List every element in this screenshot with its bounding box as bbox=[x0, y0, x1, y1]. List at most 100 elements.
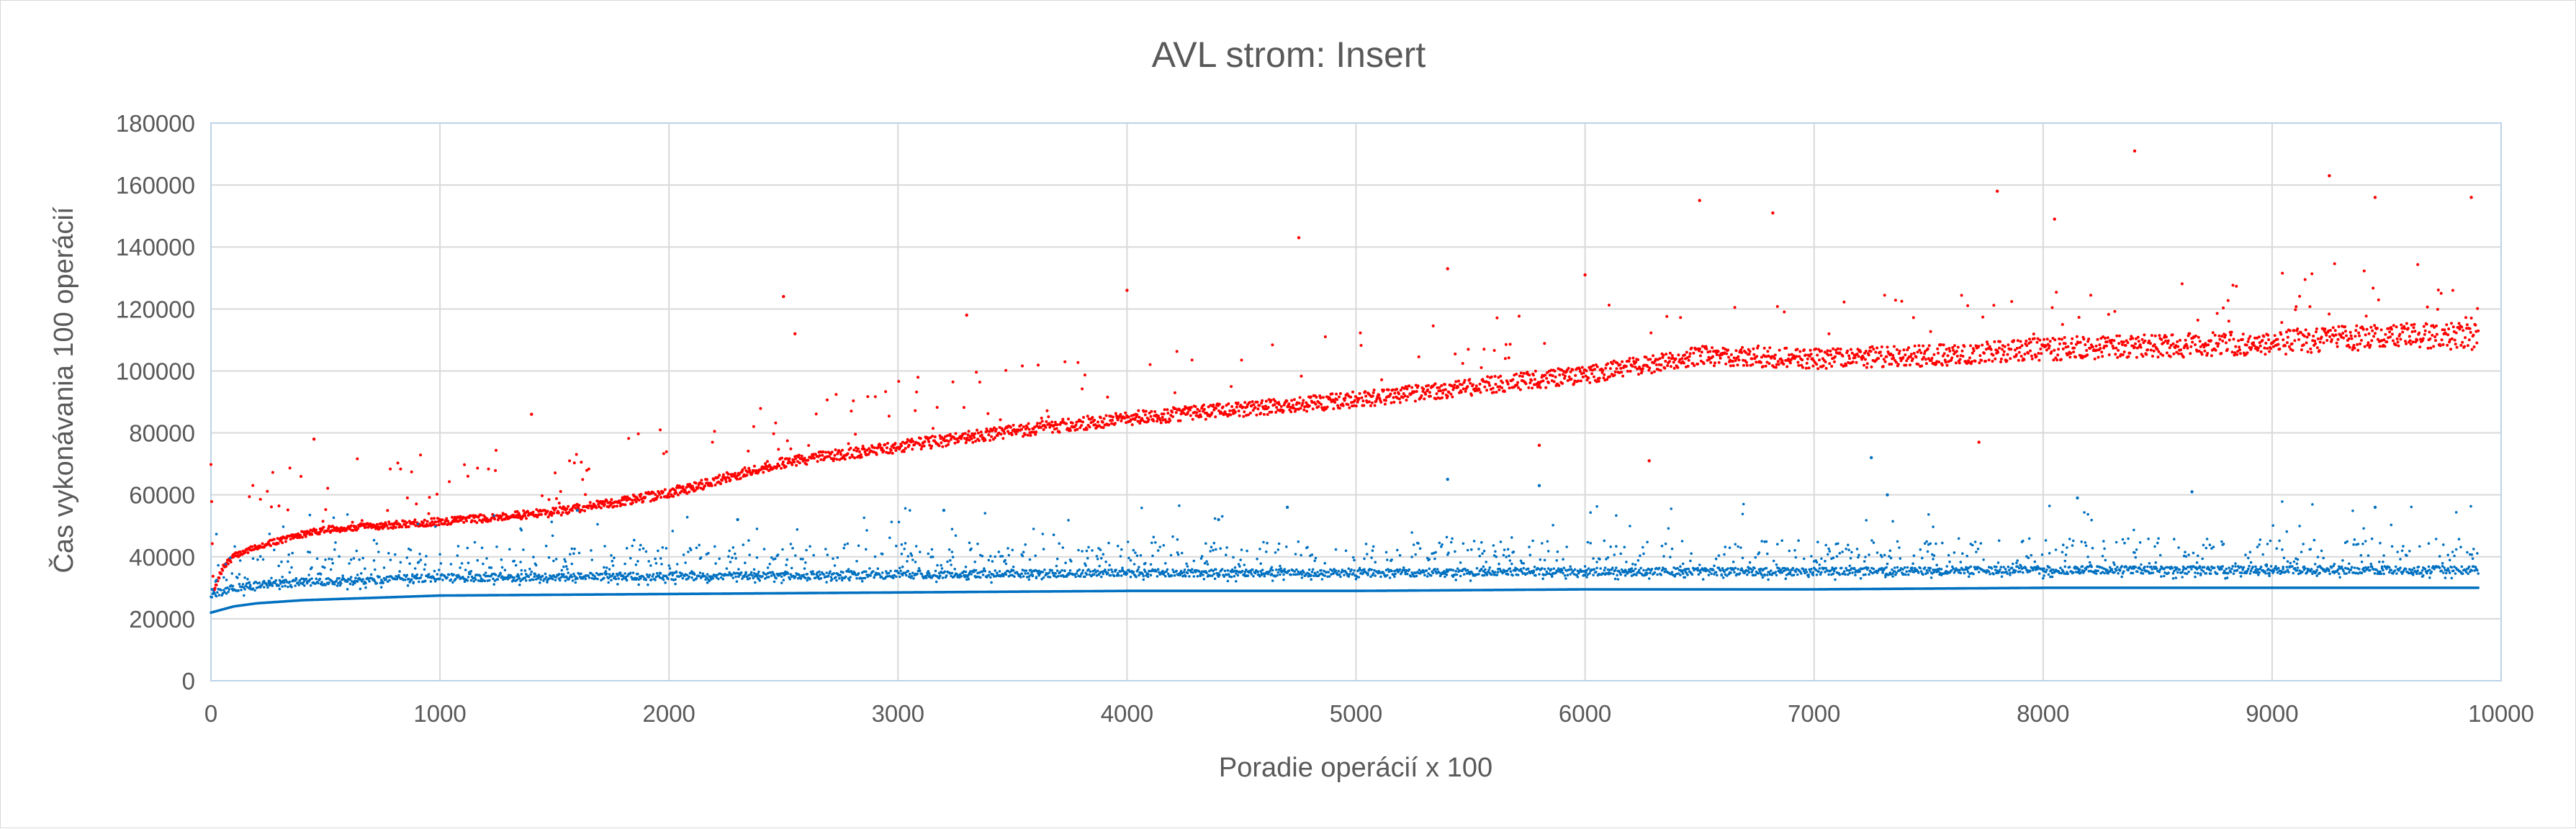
red-series-point bbox=[1446, 267, 1449, 270]
red-series-point bbox=[2278, 348, 2281, 350]
red-series-point bbox=[1351, 391, 1354, 394]
red-series-point bbox=[2264, 342, 2267, 345]
red-series-point bbox=[1089, 425, 1091, 428]
red-series-point bbox=[1427, 384, 1430, 387]
blue-series-point bbox=[297, 581, 300, 584]
red-series-point bbox=[323, 526, 325, 529]
red-series-point bbox=[1539, 386, 1542, 389]
red-series-point bbox=[1590, 372, 1593, 375]
blue-series-point bbox=[211, 596, 214, 599]
red-series-point bbox=[1913, 352, 1916, 355]
blue-series-point bbox=[333, 517, 335, 520]
red-series-point bbox=[2141, 338, 2144, 341]
red-series-point bbox=[1698, 348, 1701, 350]
red-series-point bbox=[1649, 332, 1652, 335]
y-tick-label: 160000 bbox=[116, 172, 195, 199]
blue-series-point bbox=[281, 585, 284, 588]
blue-series-point bbox=[297, 584, 300, 586]
red-series-point bbox=[523, 515, 526, 517]
red-series-point bbox=[1837, 348, 1839, 350]
red-series-point bbox=[1190, 406, 1193, 409]
red-series-point bbox=[1278, 403, 1281, 406]
red-series-point bbox=[2458, 327, 2461, 330]
red-series-point bbox=[1669, 352, 1672, 355]
red-series-point bbox=[774, 422, 777, 425]
blue-series-point bbox=[521, 573, 523, 576]
red-series-point bbox=[826, 399, 829, 402]
red-series-point bbox=[2117, 342, 2120, 345]
red-series-point bbox=[289, 466, 292, 469]
red-series-point bbox=[1641, 367, 1644, 370]
red-series-point bbox=[1727, 355, 1730, 358]
red-series-point bbox=[1036, 422, 1039, 425]
red-series-point bbox=[2112, 347, 2115, 350]
red-series-point bbox=[584, 493, 587, 496]
red-series-point bbox=[2216, 312, 2219, 315]
red-series-point bbox=[567, 511, 570, 514]
red-series-point bbox=[1814, 348, 1817, 350]
red-series-point bbox=[1660, 363, 1663, 366]
red-series-point bbox=[1332, 407, 1335, 410]
red-series-point bbox=[1922, 356, 1925, 359]
red-series-point bbox=[984, 439, 987, 442]
blue-series-point bbox=[243, 576, 246, 579]
red-series-point bbox=[1578, 368, 1581, 371]
red-series-point bbox=[2224, 334, 2227, 337]
red-series-point bbox=[2215, 349, 2217, 352]
red-series-point bbox=[976, 429, 978, 432]
red-series-point bbox=[1752, 353, 1755, 356]
red-series-point bbox=[1326, 406, 1329, 409]
red-series-point bbox=[407, 525, 410, 528]
red-series-point bbox=[1797, 364, 1800, 367]
red-series-point bbox=[2266, 347, 2269, 350]
red-series-point bbox=[936, 406, 939, 409]
red-series-point bbox=[1105, 414, 1108, 417]
red-series-point bbox=[793, 332, 796, 335]
red-series-point bbox=[2367, 341, 2370, 344]
red-series-point bbox=[1519, 389, 1522, 391]
red-series-point bbox=[441, 518, 444, 521]
blue-series-point bbox=[270, 577, 273, 580]
red-series-point bbox=[1134, 418, 1137, 421]
red-series-point bbox=[1833, 361, 1836, 363]
red-series-point bbox=[433, 517, 436, 520]
red-series-point bbox=[1111, 419, 1114, 422]
blue-series-point bbox=[358, 558, 361, 561]
blue-series-point bbox=[346, 513, 349, 516]
red-series-point bbox=[1354, 399, 1356, 402]
red-series-point bbox=[1818, 358, 1821, 361]
red-series-point bbox=[324, 508, 327, 511]
blue-series-point bbox=[464, 568, 467, 571]
blue-series-point bbox=[335, 579, 338, 582]
red-series-point bbox=[2307, 350, 2310, 353]
blue-series-point bbox=[698, 544, 701, 547]
red-series-point bbox=[930, 445, 933, 448]
red-series-point bbox=[2210, 339, 2212, 342]
red-series-point bbox=[2176, 345, 2179, 348]
blue-series-point bbox=[387, 552, 390, 555]
red-series-point bbox=[793, 461, 796, 463]
red-series-point bbox=[2365, 314, 2368, 317]
blue-series-point bbox=[798, 574, 801, 576]
blue-series-point bbox=[790, 543, 793, 545]
blue-series-point bbox=[532, 556, 535, 558]
red-series-point bbox=[2391, 332, 2394, 335]
blue-series-point bbox=[350, 576, 353, 579]
red-series-point bbox=[2413, 326, 2415, 329]
blue-series-point bbox=[531, 571, 533, 574]
red-series-point bbox=[541, 494, 544, 497]
red-series-point bbox=[2379, 345, 2382, 348]
red-series-point bbox=[1845, 364, 1847, 367]
red-series-point bbox=[1374, 404, 1377, 407]
red-series-point bbox=[2258, 335, 2261, 338]
red-series-point bbox=[395, 520, 398, 522]
red-series-point bbox=[1298, 402, 1301, 404]
red-series-point bbox=[1168, 420, 1171, 422]
red-series-point bbox=[247, 551, 250, 554]
blue-series-point bbox=[607, 581, 610, 584]
red-series-point bbox=[1993, 340, 1996, 343]
red-series-point bbox=[1478, 389, 1481, 391]
red-series-point bbox=[1815, 363, 1818, 366]
red-series-point bbox=[1045, 420, 1048, 423]
